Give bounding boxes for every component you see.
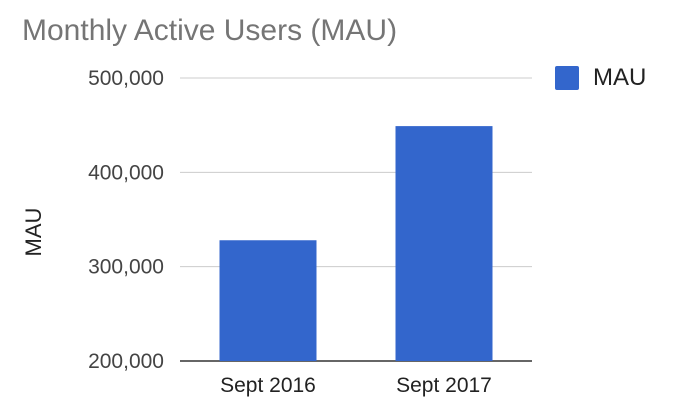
chart-title: Monthly Active Users (MAU) bbox=[22, 14, 398, 47]
legend-label-mau: MAU bbox=[593, 64, 647, 91]
x-tick-label: Sept 2016 bbox=[220, 374, 316, 397]
y-tick-label: 200,000 bbox=[88, 350, 164, 373]
x-tick-label: Sept 2017 bbox=[396, 374, 492, 397]
y-tick-label: 400,000 bbox=[88, 161, 164, 184]
y-tick-label: 300,000 bbox=[88, 256, 164, 279]
x-axis-ticks: Sept 2016 Sept 2017 bbox=[220, 374, 492, 397]
y-axis-ticks: 200,000 300,000 400,000 500,000 bbox=[88, 67, 164, 373]
legend-swatch bbox=[555, 66, 579, 90]
bars bbox=[219, 126, 493, 361]
bar-sept-2016 bbox=[219, 240, 317, 361]
legend: MAU bbox=[555, 64, 646, 92]
bar-sept-2017 bbox=[395, 126, 493, 361]
y-tick-label: 500,000 bbox=[88, 67, 164, 90]
